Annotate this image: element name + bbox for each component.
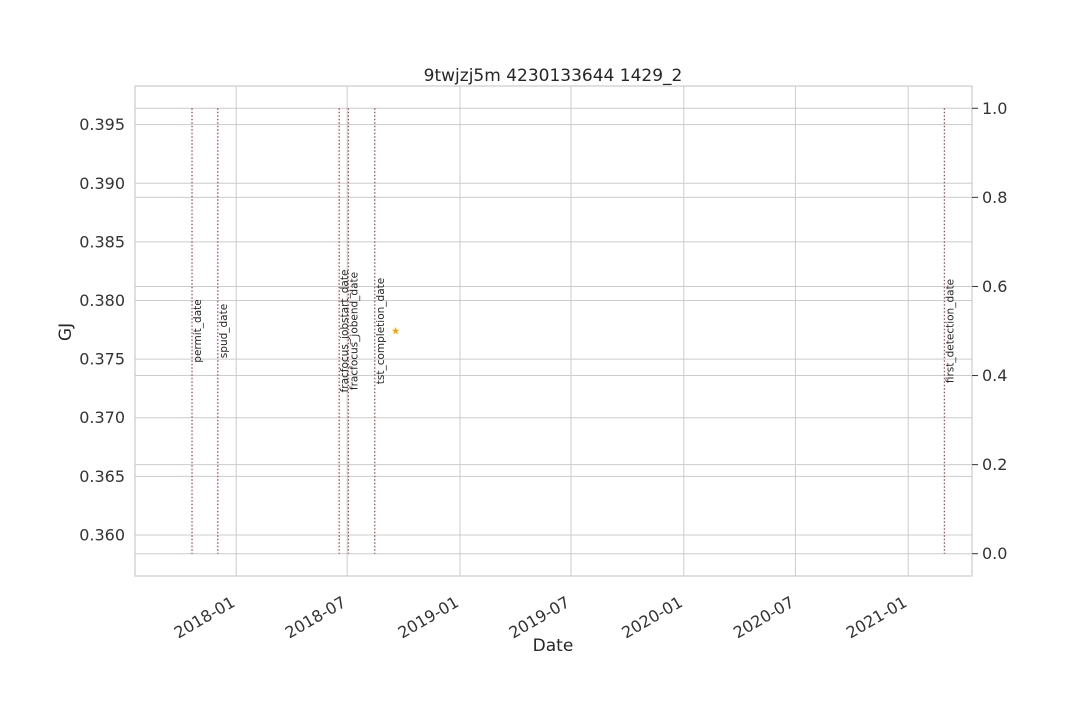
grid: [135, 86, 972, 576]
y-axis-left-ticks: 0.360 0.365 0.370 0.375 0.380 0.385 0.390 0.395: [79, 115, 125, 544]
x-tick-label: 2020-01: [618, 592, 685, 642]
event-label: first_detection_date: [944, 279, 956, 383]
y-left-tick-label: 0.360: [79, 525, 125, 544]
data-point-star: [391, 327, 400, 335]
y-left-tick-label: 0.380: [79, 291, 125, 310]
chart-title: 9twjzj5m 4230133644 1429_2: [424, 66, 683, 86]
y-left-tick-label: 0.365: [79, 467, 125, 486]
event-markers: permit_date spud_date fracfocus_jobstart_d…: [191, 108, 956, 554]
y-right-tick-label: 0.6: [982, 277, 1007, 296]
x-tick-label: 2018-07: [282, 592, 349, 642]
y-right-tick-label: 0.0: [982, 544, 1007, 563]
plot-frame: [134, 85, 973, 577]
y-left-tick-label: 0.390: [79, 174, 125, 193]
x-tick-label: 2021-01: [843, 592, 910, 642]
event-label: tst_completion_date: [375, 278, 387, 384]
event-label: permit_date: [192, 299, 204, 362]
y-right-tick-label: 0.2: [982, 455, 1007, 474]
x-axis-title: Date: [533, 636, 574, 656]
y-axis-title: GJ: [56, 323, 76, 341]
data-series: [391, 327, 400, 335]
x-tick-label: 2020-07: [730, 592, 797, 642]
y-right-tick-label: 1.0: [982, 99, 1007, 118]
y-left-tick-label: 0.385: [79, 232, 125, 251]
x-tick-label: 2019-07: [506, 592, 573, 642]
event-label: spud_date: [218, 304, 230, 358]
x-tick-label: 2019-01: [395, 592, 462, 642]
x-tick-label: 2018-01: [171, 592, 238, 642]
y-right-tick-label: 0.8: [982, 188, 1007, 207]
y-axis-right-ticks: 0.0 0.2 0.4 0.6 0.8 1.0: [972, 99, 1007, 563]
y-right-tick-label: 0.4: [982, 366, 1007, 385]
y-left-tick-label: 0.370: [79, 408, 125, 427]
x-axis-ticks: 2018-01 2018-07 2019-01 2019-07 2020-01 2020-…: [171, 592, 910, 642]
event-label: fracfocus_jobend_date: [348, 272, 360, 390]
y-left-tick-label: 0.375: [79, 350, 125, 369]
y-left-tick-label: 0.395: [79, 115, 125, 134]
